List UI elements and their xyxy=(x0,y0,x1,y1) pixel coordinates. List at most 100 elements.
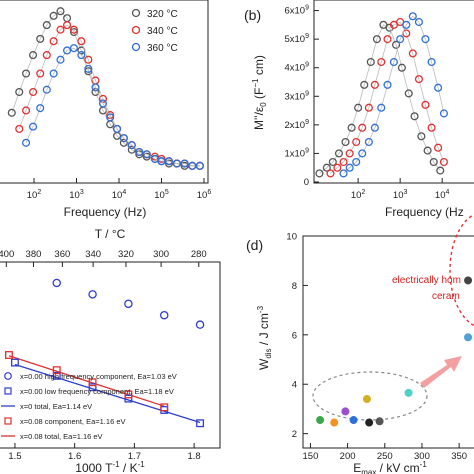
d-point xyxy=(349,416,358,425)
b-ytick-label: 3x109 xyxy=(284,90,309,102)
c-point-square xyxy=(10,358,19,367)
c-fit-line xyxy=(8,355,165,407)
b-point xyxy=(392,40,401,49)
d-point xyxy=(330,418,339,427)
b-point xyxy=(427,57,436,67)
d-point xyxy=(362,395,371,404)
c-point-square xyxy=(52,366,61,375)
panel-b-ylabel: M''/ε0 (F−1 cm) xyxy=(251,55,268,130)
panel-a-frame xyxy=(0,0,209,184)
b-point xyxy=(408,12,417,21)
a-point xyxy=(49,11,58,20)
a-point xyxy=(63,46,72,55)
b-point xyxy=(396,35,405,44)
d-point xyxy=(464,276,473,285)
legend-marker-320 xyxy=(131,8,141,18)
panel-a: 102 103 104 105 106 Frequency (Hz) 320 °C 34… xyxy=(0,0,211,219)
a-point xyxy=(69,27,78,37)
b-xtick-label: 103 xyxy=(393,189,408,201)
a-point xyxy=(36,69,45,78)
c-point-square xyxy=(52,371,61,380)
a-point xyxy=(29,87,38,97)
arrow-icon xyxy=(420,356,462,388)
c-point-square xyxy=(88,378,97,387)
a-point xyxy=(21,106,31,115)
c-top-tick-label: 280 xyxy=(191,249,207,260)
c-top-tick-label: 360 xyxy=(54,249,70,260)
annotation-line1: electrically hom xyxy=(392,275,461,286)
c-legend-label: x=0.00 low frequency component, Ea=1.18 … xyxy=(20,387,174,396)
b-ytick-label: 4x109 xyxy=(284,62,309,74)
d-ytick-label: 4 xyxy=(292,380,297,391)
b-point xyxy=(434,143,443,152)
a-point xyxy=(127,141,136,150)
c-point-square xyxy=(5,351,13,359)
b-xtick-label: 102 xyxy=(351,189,366,201)
d-point xyxy=(375,417,384,426)
a-xtick-label: 106 xyxy=(197,189,212,201)
b-ytick-label: 5x109 xyxy=(284,33,309,45)
panel-d-marks xyxy=(316,276,473,427)
a-point xyxy=(180,159,189,168)
a-point xyxy=(69,44,78,53)
b-point xyxy=(364,137,373,147)
a-point xyxy=(29,51,38,60)
b-point xyxy=(410,112,419,121)
d-xtick-label: 250 xyxy=(377,451,393,462)
a-point xyxy=(98,99,108,108)
a-point xyxy=(56,55,65,64)
c-point-circle xyxy=(195,320,205,329)
b-point xyxy=(341,137,350,147)
highlight-ellipse xyxy=(449,213,474,327)
a-xtick-label: 102 xyxy=(27,189,42,201)
a-point xyxy=(142,150,151,159)
c-legend-label: x=0.08 component, Ea=1.16 eV xyxy=(20,417,126,426)
a-point xyxy=(21,69,31,78)
a-point xyxy=(7,108,16,117)
a-point xyxy=(91,83,100,92)
b-point xyxy=(328,157,337,167)
b-point xyxy=(358,123,367,132)
d-xtick-label: 300 xyxy=(414,451,430,462)
c-point-square xyxy=(160,403,169,412)
c-point-square xyxy=(88,383,97,392)
panel-a-xlabel: Frequency (Hz) xyxy=(64,205,147,219)
a-point xyxy=(106,111,115,120)
c-point-circle xyxy=(124,299,133,309)
b-point xyxy=(402,20,411,29)
b-point xyxy=(377,57,386,67)
a-point xyxy=(106,113,115,122)
d-xtick-label: 350 xyxy=(451,451,467,462)
c-top-tick-label: 300 xyxy=(153,249,169,260)
panel-a-marks xyxy=(7,7,204,170)
c-xtick-label: 1.7 xyxy=(128,451,141,462)
d-point xyxy=(316,416,325,425)
d-point xyxy=(464,333,473,342)
c-point-square xyxy=(196,419,205,428)
c-legend-label: x=0 total, Ea=1.14 eV xyxy=(20,402,92,411)
b-point xyxy=(322,163,331,172)
panel-a-xticks: 102 103 104 105 106 xyxy=(27,178,212,201)
b-point xyxy=(434,83,443,92)
c-point-square xyxy=(124,390,133,399)
c-xtick-label: 1.8 xyxy=(188,451,201,462)
b-point xyxy=(417,132,426,141)
panel-c: 1.5 1.6 1.7 1.8 400 380 360 340 320 300 280 T / °C… xyxy=(0,227,221,474)
panel-d-ticks: 2 4 6 8 10 150 200 250 300 350 xyxy=(286,232,467,463)
a-point xyxy=(56,7,65,16)
panel-c-marks xyxy=(5,278,205,428)
c-xtick-label: 1.5 xyxy=(8,451,21,462)
b-point xyxy=(414,75,423,84)
b-point xyxy=(389,57,398,67)
panel-b-marks xyxy=(315,12,448,178)
b-point xyxy=(339,169,348,178)
annotation-line2: ceram xyxy=(432,291,460,302)
a-point xyxy=(36,34,45,43)
b-point xyxy=(397,63,406,72)
a-xtick-label: 105 xyxy=(154,189,169,201)
panel-d-xlabel: Emax / kV cm-1 xyxy=(353,460,427,474)
d-ytick-label: 6 xyxy=(292,330,297,341)
b-point xyxy=(370,123,379,132)
legend-label-320: 320 °C xyxy=(147,9,178,20)
b-series-line xyxy=(319,24,441,174)
